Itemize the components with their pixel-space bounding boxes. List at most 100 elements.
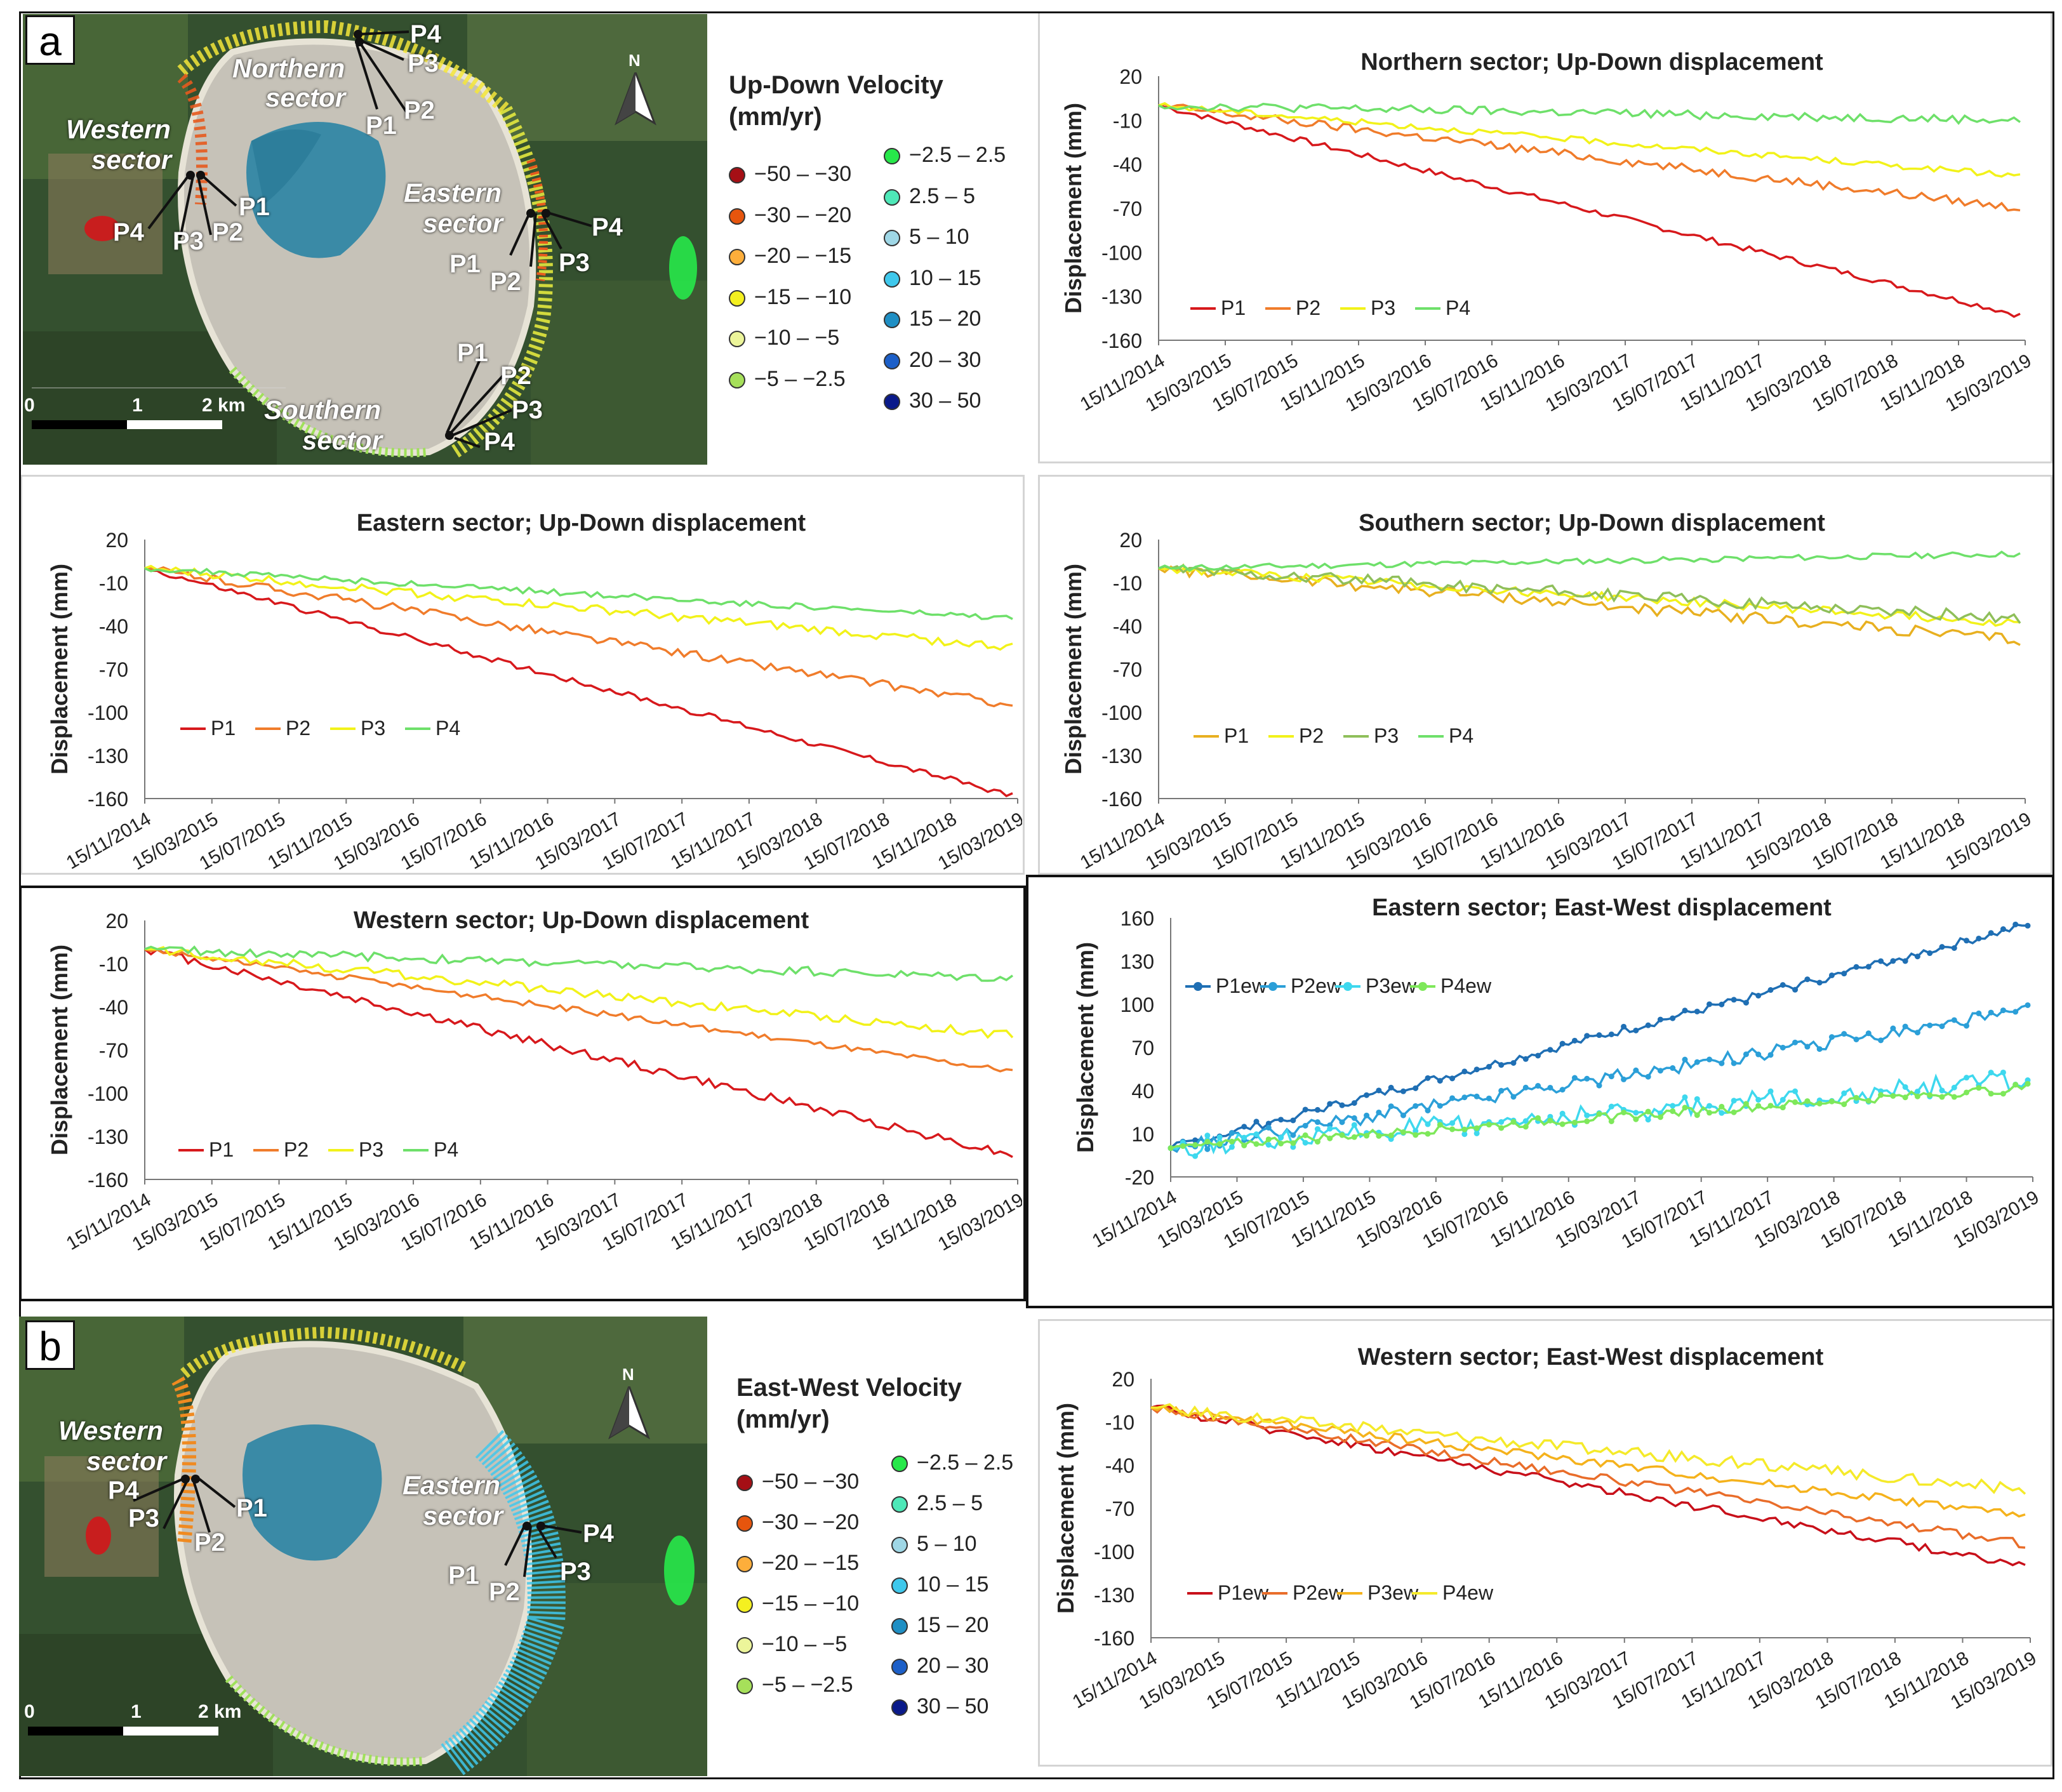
series-point xyxy=(1449,1075,1456,1082)
series-point xyxy=(1314,1126,1320,1132)
legend-item-label: −5 – −2.5 xyxy=(754,366,846,391)
legend-item: 15 – 20 xyxy=(884,305,981,333)
legend-a-title-line1: Up-Down Velocity xyxy=(729,71,943,99)
series-point xyxy=(1682,1056,1688,1063)
y-tick-label: -160 xyxy=(1101,329,1142,352)
series-point xyxy=(1376,1087,1382,1094)
series-point xyxy=(1841,1101,1847,1108)
series-point xyxy=(1241,1124,1247,1130)
series-point xyxy=(1253,1141,1260,1147)
series-point xyxy=(1571,1075,1578,1081)
scale-b-label-2km: 2 km xyxy=(198,1701,242,1722)
chart-title: Southern sector; Up-Down displacement xyxy=(1359,510,1825,536)
b-west-p1: P1 xyxy=(236,1494,267,1522)
series-point xyxy=(1755,1051,1762,1058)
series-point xyxy=(1413,1132,1419,1138)
legend-item-label: −10 – −5 xyxy=(762,1632,848,1656)
series-point xyxy=(1682,1007,1688,1014)
south-p4: P4 xyxy=(484,428,515,456)
series-point xyxy=(1816,1046,1823,1052)
series-point xyxy=(1216,1134,1223,1141)
series-point xyxy=(1633,1067,1639,1073)
b-east-p3: P3 xyxy=(560,1558,591,1586)
satellite-map-b xyxy=(19,1317,707,1776)
series-point xyxy=(1976,935,1982,941)
series-point xyxy=(1767,1052,1774,1058)
chart-western-east-west: Western sector; East-West displacement Di… xyxy=(1053,1344,2040,1713)
legend-item-label: 15 – 20 xyxy=(917,1613,989,1637)
series-point xyxy=(1939,1023,1945,1030)
series-point xyxy=(1755,992,1762,999)
legend-item-label: 20 – 30 xyxy=(917,1654,989,1678)
legend-swatch-icon xyxy=(891,1456,908,1473)
series-point xyxy=(1670,1065,1676,1072)
south-p1: P1 xyxy=(457,339,488,367)
series-point xyxy=(1792,1039,1799,1045)
chart-western-up-down: Western sector; Up-Down displacement Disp… xyxy=(46,907,1022,1255)
y-tick-label: -20 xyxy=(1125,1166,1154,1189)
series-point xyxy=(1584,1075,1590,1082)
legend-swatch-icon xyxy=(736,1678,753,1695)
frame-south-ud xyxy=(1038,475,2052,875)
series-point xyxy=(1216,1141,1223,1147)
series-point xyxy=(1670,1108,1676,1114)
series-point xyxy=(1241,1134,1247,1141)
label-b-eastern-line1: Eastern xyxy=(402,1470,501,1500)
series-point xyxy=(1731,1060,1737,1066)
series-point xyxy=(1498,1125,1505,1131)
legend-item-label: −50 – −30 xyxy=(754,162,852,186)
series-point xyxy=(1645,1117,1651,1123)
series-point xyxy=(1951,1094,1957,1100)
series-point xyxy=(1461,1126,1468,1132)
series-point xyxy=(2000,1091,2006,1097)
y-tick-label: 130 xyxy=(1121,950,1154,973)
chart-eastern-east-west: Eastern sector; East-West displacement Di… xyxy=(1072,894,2043,1252)
y-tick-label: 20 xyxy=(105,529,128,552)
series-point xyxy=(1767,1088,1774,1094)
series-point xyxy=(1351,1100,1357,1106)
legend-swatch-icon xyxy=(729,371,745,388)
legend-swatch-icon xyxy=(891,1537,908,1554)
series-line-p4ew xyxy=(1150,1403,2026,1495)
series-point xyxy=(1510,1094,1517,1100)
y-tick-label: -10 xyxy=(1113,572,1142,595)
label-western-line2: sector xyxy=(91,145,172,175)
legend-swatch-icon xyxy=(729,208,745,225)
legend-item: −15 – −10 xyxy=(729,283,851,311)
series-line-p4 xyxy=(144,567,1013,620)
legend-item: 10 – 15 xyxy=(884,264,981,292)
series-point xyxy=(1657,1016,1663,1023)
legend-label: P4ew xyxy=(1442,1581,1494,1604)
y-tick-label: -40 xyxy=(1113,154,1142,176)
legend-item-label: −15 – −10 xyxy=(754,284,852,309)
series-point xyxy=(2000,1007,2006,1014)
legend-item-label: 5 – 10 xyxy=(917,1532,977,1556)
series-point xyxy=(1571,1037,1578,1044)
series-point xyxy=(1964,1089,1970,1096)
series-point xyxy=(1351,1122,1357,1128)
series-point xyxy=(1951,1017,1957,1023)
y-tick-label: -130 xyxy=(1101,286,1142,309)
series-point xyxy=(1522,1118,1529,1124)
legend-item: −2.5 – 2.5 xyxy=(891,1449,1013,1477)
series-point xyxy=(1192,1137,1199,1143)
series-point xyxy=(1437,1122,1443,1128)
series-point xyxy=(1682,1105,1688,1111)
legend-item-label: −20 – −15 xyxy=(754,244,852,268)
series-point xyxy=(1498,1087,1505,1094)
frame-west-ew xyxy=(1038,1319,2052,1767)
series-point xyxy=(1792,1099,1799,1105)
legend-item: −5 – −2.5 xyxy=(729,365,846,393)
series-point xyxy=(1400,1112,1406,1118)
chart-northern-up-down: Northern sector; Up-Down displacement Dis… xyxy=(1060,49,2035,416)
y-axis-label: Displacement (mm) xyxy=(1060,103,1086,314)
series-point xyxy=(1621,1023,1627,1030)
series-point xyxy=(1645,1073,1651,1080)
west-p1: P1 xyxy=(239,193,270,221)
series-point xyxy=(1461,1131,1468,1138)
series-point xyxy=(1425,1121,1431,1127)
series-point xyxy=(1878,1092,1884,1098)
series-point xyxy=(1645,1108,1651,1115)
y-tick-label: -100 xyxy=(88,1082,128,1105)
series-point xyxy=(1364,1092,1370,1098)
